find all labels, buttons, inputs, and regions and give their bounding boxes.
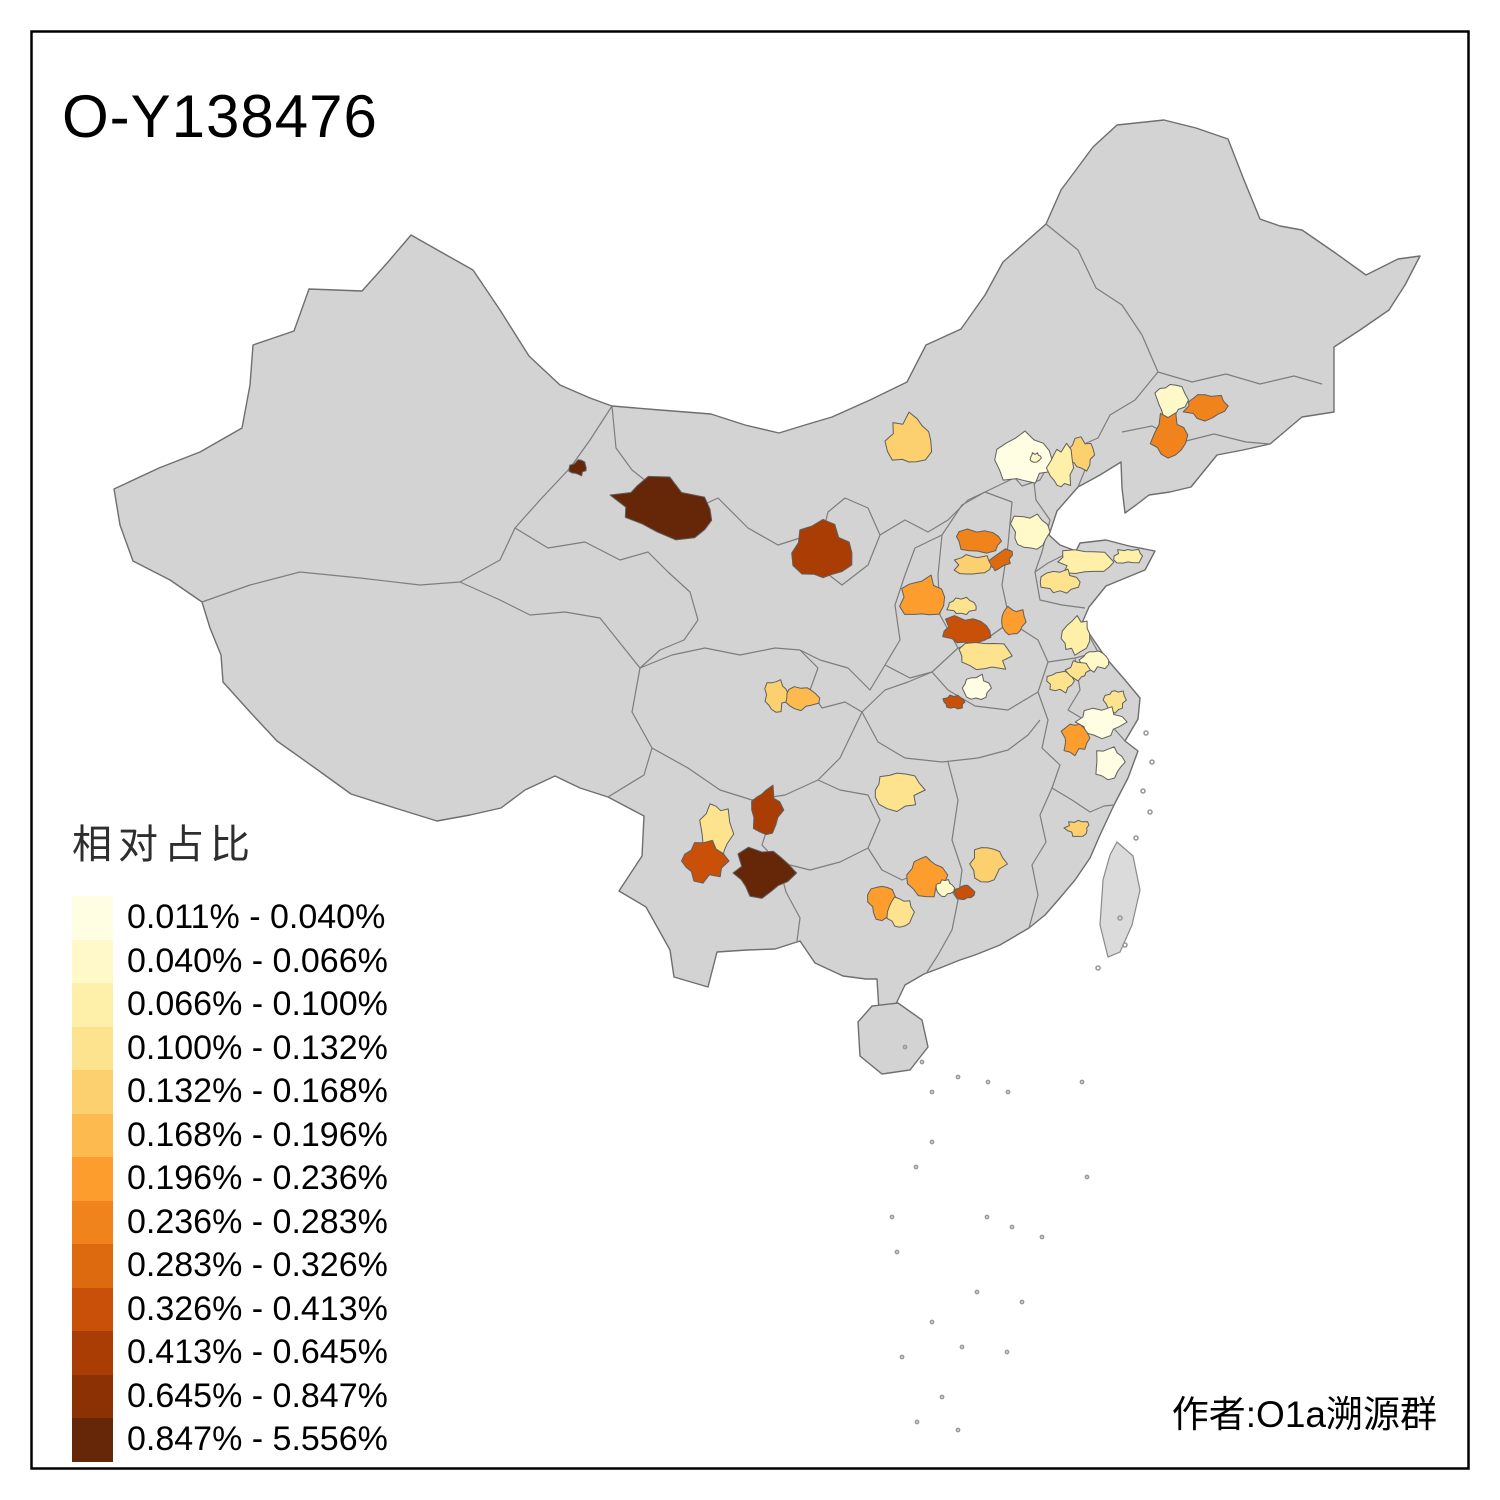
legend-swatch	[72, 1070, 113, 1114]
prefecture-region	[568, 459, 587, 477]
legend-swatch	[72, 1200, 113, 1244]
prefecture-region	[1078, 650, 1110, 673]
legend-label: 0.066% - 0.100%	[127, 985, 388, 1024]
legend-row: 0.132% - 0.168%	[72, 1070, 388, 1114]
legend-row: 0.066% - 0.100%	[72, 983, 388, 1027]
prefecture-region	[1057, 549, 1115, 574]
legend-row: 0.236% - 0.283%	[72, 1200, 388, 1244]
legend-row: 0.413% - 0.645%	[72, 1331, 388, 1375]
colored-prefecture-regions	[568, 384, 1229, 928]
prefecture-region	[1182, 394, 1229, 422]
legend-label: 0.413% - 0.645%	[127, 1333, 388, 1372]
prefecture-region	[946, 596, 977, 615]
legend-swatch	[72, 1244, 113, 1288]
prefecture-region	[942, 694, 966, 710]
prefecture-region	[961, 673, 992, 700]
mainland-outline	[113, 119, 1421, 1012]
legend-row: 0.011% - 0.040%	[72, 896, 388, 940]
prefecture-region	[1060, 615, 1091, 656]
prefecture-region	[764, 679, 790, 713]
prefecture-region	[899, 574, 946, 616]
hainan-island	[857, 1002, 929, 1075]
legend-row: 0.645% - 0.847%	[72, 1374, 388, 1418]
legend-swatch	[72, 1331, 113, 1375]
prefecture-region	[906, 855, 949, 898]
prefecture-region	[1001, 605, 1027, 636]
legend-label: 0.326% - 0.413%	[127, 1289, 388, 1328]
legend-title: 相对占比	[72, 823, 256, 867]
legend-row: 0.326% - 0.413%	[72, 1287, 388, 1331]
prefecture-region	[994, 430, 1055, 484]
prefecture-region	[935, 879, 956, 898]
legend-rows: 0.011% - 0.040% 0.040% - 0.066% 0.066% - 0…	[72, 896, 388, 1462]
figure-title: O-Y138476	[62, 83, 378, 150]
prefecture-region	[1060, 723, 1091, 757]
prefecture-region	[1039, 568, 1081, 594]
legend-label: 0.040% - 0.066%	[127, 941, 388, 980]
legend-label: 0.168% - 0.196%	[127, 1115, 388, 1154]
legend-label: 0.283% - 0.326%	[127, 1246, 388, 1285]
prefecture-region	[955, 528, 1002, 554]
prefecture-region	[1149, 412, 1189, 459]
sea-islets	[889, 730, 1155, 1433]
prefecture-region	[953, 554, 992, 575]
prefecture-region	[958, 642, 1013, 671]
legend-swatch	[72, 1374, 113, 1418]
taiwan-island	[1099, 841, 1141, 958]
legend-label: 0.196% - 0.236%	[127, 1159, 388, 1198]
legend-label: 0.132% - 0.168%	[127, 1072, 388, 1111]
prefecture-region	[1029, 452, 1042, 463]
prefecture-region	[886, 896, 915, 928]
prefecture-region	[751, 784, 785, 836]
prefecture-region	[1046, 670, 1075, 694]
prefecture-region	[609, 475, 713, 541]
legend-label: 0.645% - 0.847%	[127, 1376, 388, 1415]
prefecture-region	[1074, 706, 1128, 740]
prefecture-region	[969, 847, 1008, 883]
prefecture-region	[1063, 819, 1090, 837]
prefecture-region	[1010, 513, 1051, 550]
legend-swatch	[72, 1418, 113, 1462]
legend-row: 0.283% - 0.326%	[72, 1244, 388, 1288]
legend-swatch	[72, 983, 113, 1027]
legend-row: 0.168% - 0.196%	[72, 1113, 388, 1157]
legend-swatch	[72, 1113, 113, 1157]
prefecture-region	[732, 846, 798, 899]
prefecture-region	[1045, 442, 1075, 488]
prefecture-region	[1064, 660, 1091, 682]
prefecture-region	[874, 772, 926, 812]
legend-swatch	[72, 939, 113, 983]
prefecture-region	[1095, 746, 1126, 781]
legend-row: 0.100% - 0.132%	[72, 1026, 388, 1070]
legend-row: 0.847% - 5.556%	[72, 1418, 388, 1462]
legend-swatch	[72, 1157, 113, 1201]
legend-label: 0.236% - 0.283%	[127, 1202, 388, 1241]
legend-swatch	[72, 896, 113, 940]
prefecture-region	[785, 686, 821, 712]
attribution-text: 作者:O1a溯源群	[1171, 1394, 1437, 1435]
legend-label: 0.100% - 0.132%	[127, 1028, 388, 1067]
legend-row: 0.196% - 0.236%	[72, 1157, 388, 1201]
legend-label: 0.847% - 5.556%	[127, 1420, 388, 1459]
legend-label: 0.011% - 0.040%	[127, 898, 386, 937]
prefecture-region	[1154, 384, 1189, 422]
legend: 相对占比 0.011% - 0.040% 0.040% - 0.066% 0.066…	[72, 812, 388, 1462]
coastal-islets	[1095, 730, 1155, 971]
prefecture-region	[884, 411, 933, 463]
legend-swatch	[72, 1287, 113, 1331]
legend-swatch	[72, 1026, 113, 1070]
prefecture-region	[681, 839, 730, 884]
prefecture-region	[953, 884, 976, 900]
legend-row: 0.040% - 0.066%	[72, 939, 388, 983]
south-china-sea-islets	[889, 1044, 1090, 1433]
prefecture-region	[1113, 548, 1143, 564]
prefecture-region	[791, 518, 853, 579]
